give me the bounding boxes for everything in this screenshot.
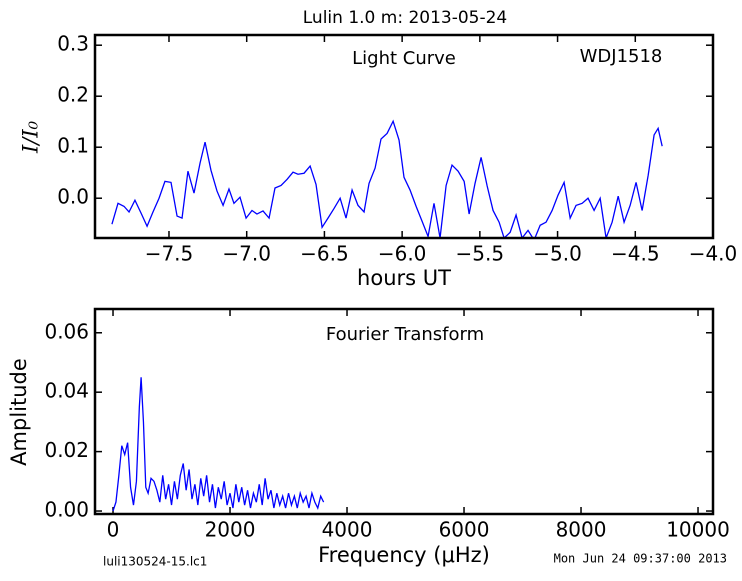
x-tick-label: −5.0: [533, 242, 582, 266]
x-axis-label: hours UT: [357, 266, 451, 290]
data-line: [111, 119, 663, 238]
plot-frame: [93, 307, 715, 516]
x-tick-label: 8000: [556, 518, 607, 542]
y-axis-label: Amplitude: [7, 358, 31, 466]
x-axis-label: Frequency (μHz): [318, 543, 490, 567]
annotation: Light Curve: [352, 48, 456, 69]
x-tick-label: −6.0: [378, 242, 427, 266]
y-tick-label: 0.04: [44, 379, 89, 403]
y-tick-label: 0.3: [57, 32, 89, 56]
x-tick-label: −4.5: [611, 242, 660, 266]
y-tick-label: 0.00: [44, 498, 89, 522]
y-tick-label: 0.02: [44, 438, 89, 462]
x-tick-label: −7.0: [222, 242, 271, 266]
y-tick-label: 0.06: [44, 319, 89, 343]
timestamp: Mon Jun 24 09:37:00 2013: [554, 552, 727, 566]
plot-frame: [93, 33, 715, 240]
y-axis-label: I/I₀: [19, 120, 43, 154]
x-tick-label: 6000: [439, 518, 490, 542]
x-tick-label: 10000: [666, 518, 730, 542]
x-tick-label: 4000: [322, 518, 373, 542]
x-tick-label: 2000: [205, 518, 256, 542]
file-name: luli130524-15.lc1: [103, 555, 207, 569]
x-tick-label: 0: [107, 518, 120, 542]
data-line: [112, 377, 325, 512]
x-tick-label: −6.5: [300, 242, 349, 266]
x-tick-label: −7.5: [145, 242, 194, 266]
y-tick-label: 0.0: [57, 185, 89, 209]
x-tick-label: −5.5: [456, 242, 505, 266]
annotation: WDJ1518: [580, 46, 663, 67]
x-tick-label: −4.0: [689, 242, 738, 266]
y-tick-label: 0.1: [57, 134, 89, 158]
y-tick-label: 0.2: [57, 83, 89, 107]
annotation: Fourier Transform: [326, 324, 484, 345]
chart-title: Lulin 1.0 m: 2013-05-24: [303, 8, 508, 28]
